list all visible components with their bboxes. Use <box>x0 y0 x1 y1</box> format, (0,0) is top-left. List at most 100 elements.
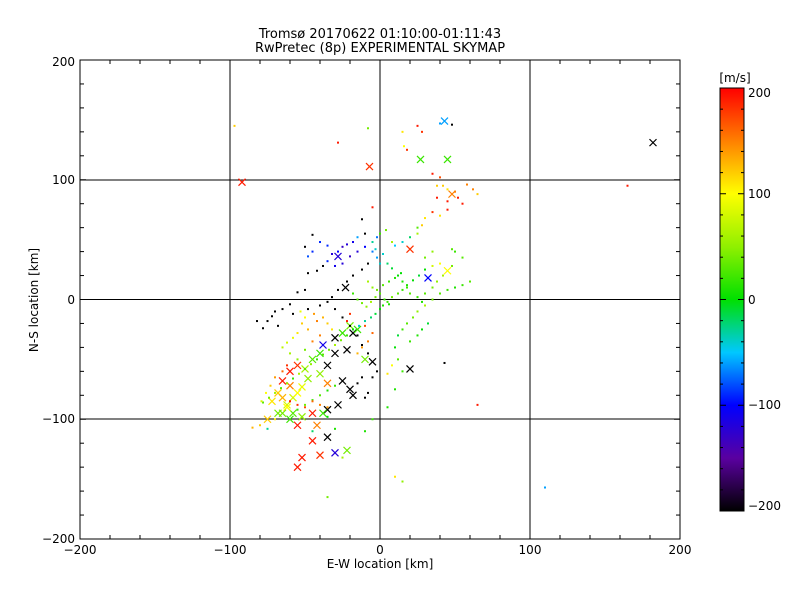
data-point-dot <box>310 363 312 366</box>
data-point-dot <box>365 305 368 308</box>
data-point-dot <box>401 480 404 483</box>
data-point-dot <box>436 184 438 187</box>
data-point-dot <box>476 193 479 196</box>
data-point-dot <box>461 202 464 205</box>
data-point-dot <box>383 298 386 301</box>
data-point-cross <box>406 365 414 373</box>
data-point-dot <box>427 322 429 325</box>
data-point-dot <box>379 292 381 295</box>
data-point-dot <box>340 339 342 342</box>
data-point-dot <box>416 310 419 313</box>
data-point-dot <box>371 206 374 209</box>
data-point-dot <box>436 196 438 199</box>
data-point-dot <box>382 304 384 307</box>
colorbar-ticks <box>720 87 744 512</box>
data-point-dot <box>424 304 426 307</box>
data-point-cross <box>319 409 327 418</box>
data-point-cross <box>286 415 294 424</box>
data-point-dot <box>319 304 321 307</box>
data-point-dot <box>439 262 441 265</box>
data-point-dot <box>416 296 419 299</box>
data-point-dot <box>367 340 369 343</box>
data-point-dot <box>388 303 390 306</box>
data-point-dot <box>361 268 363 271</box>
data-point-dot <box>431 250 434 253</box>
data-point-dot <box>334 308 336 311</box>
data-point-dot <box>349 324 351 327</box>
data-point-dot <box>424 256 426 259</box>
data-point-dot <box>304 403 306 406</box>
data-point-dot <box>406 284 408 287</box>
data-point-dot <box>286 341 288 344</box>
data-point-dot <box>371 418 374 421</box>
data-point-cross <box>353 325 362 334</box>
data-point-dot <box>274 376 276 379</box>
data-point-dot <box>431 211 434 214</box>
data-point-dot <box>356 236 359 239</box>
data-point-dot <box>394 475 396 478</box>
data-point-dot <box>262 401 264 404</box>
data-point-dot <box>233 124 236 127</box>
data-point-cross <box>298 412 306 421</box>
data-point-dot <box>311 400 314 403</box>
data-point-cross <box>283 403 291 412</box>
data-point-cross <box>365 162 374 171</box>
data-point-cross <box>313 421 321 430</box>
data-point-dot <box>469 280 471 283</box>
data-point-cross <box>416 155 425 164</box>
data-point-cross <box>331 349 339 358</box>
data-point-dot <box>311 430 314 433</box>
data-point-cross <box>343 446 351 455</box>
data-point-dot <box>334 384 336 387</box>
data-point-dot <box>356 250 359 253</box>
data-point-cross <box>293 463 302 472</box>
data-point-dot <box>304 367 306 370</box>
data-point-dot <box>298 372 300 375</box>
data-point-cross <box>440 117 449 125</box>
colorbar-tick-label: −100 <box>748 398 781 412</box>
data-point-dot <box>361 376 363 379</box>
data-point-dot <box>406 286 408 289</box>
data-point-dot <box>319 403 321 406</box>
data-point-dot <box>421 130 423 133</box>
data-point-dot <box>331 252 333 255</box>
data-point-cross <box>334 252 342 261</box>
data-point-dot <box>431 298 434 301</box>
data-point-dot <box>311 250 314 253</box>
data-point-dot <box>277 324 279 327</box>
colorbar-tick-labels: 200 100 0 −100 −200 <box>748 86 781 513</box>
data-point-dot <box>292 312 294 315</box>
x-axis-label: E-W location [km] <box>327 557 434 571</box>
data-point-dot <box>391 267 393 270</box>
y-tick-label: −100 <box>42 412 75 426</box>
data-point-dot <box>269 384 272 387</box>
data-point-cross <box>346 385 354 394</box>
y-axis-label: N-S location [km] <box>27 248 41 352</box>
data-point-cross <box>316 349 324 358</box>
data-point-dot <box>326 415 329 418</box>
data-point-dot <box>446 288 449 291</box>
data-point-cross <box>316 451 324 460</box>
data-point-dot <box>352 241 354 244</box>
data-point-dot <box>376 256 378 259</box>
data-point-dot <box>436 280 438 283</box>
data-point-dot <box>374 248 377 251</box>
data-point-cross <box>361 355 369 364</box>
data-point-dot <box>286 382 288 385</box>
data-point-dot <box>416 334 419 337</box>
data-point-cross <box>443 155 452 164</box>
data-point-cross <box>278 377 287 385</box>
data-point-dot <box>451 248 453 251</box>
data-point-cross <box>338 329 347 337</box>
data-point-cross <box>349 329 357 337</box>
data-point-dot <box>319 241 321 244</box>
data-point-dot <box>454 286 456 289</box>
data-point-cross <box>316 369 324 378</box>
data-point-dot <box>367 352 369 355</box>
data-point-dot <box>352 292 354 295</box>
data-point-dot <box>266 320 269 323</box>
y-tick-label: 0 <box>67 293 75 307</box>
data-point-dot <box>281 370 284 373</box>
data-point-cross <box>286 367 294 376</box>
